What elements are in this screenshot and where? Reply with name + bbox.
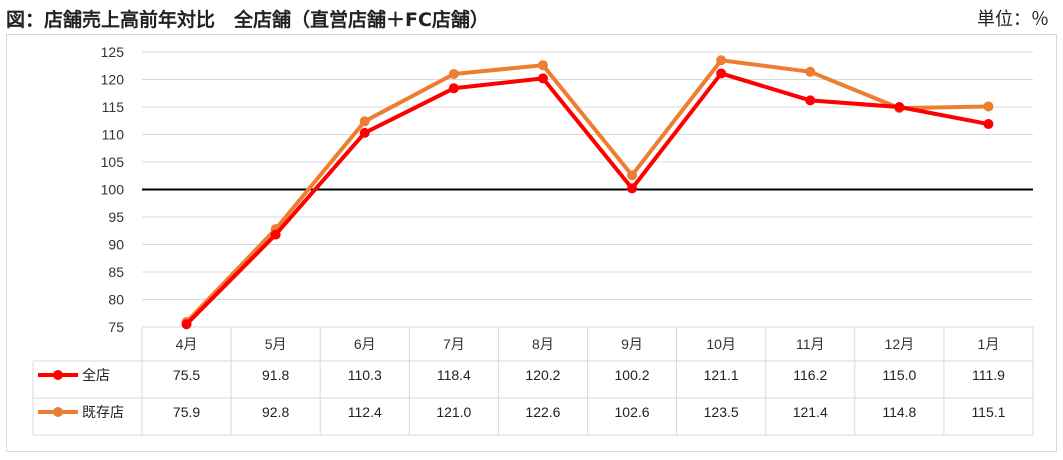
chart-frame <box>6 34 1057 452</box>
y-tick-label: 105 <box>101 154 125 170</box>
table-value: 121.1 <box>704 367 739 383</box>
x-tick-label: 4月 <box>176 336 198 352</box>
table-value: 115.1 <box>971 404 1005 420</box>
x-tick-label: 11月 <box>796 336 825 352</box>
table-value: 123.5 <box>704 404 739 420</box>
data-point <box>805 66 816 77</box>
table-value: 92.8 <box>262 404 289 420</box>
series-line-all-stores <box>184 71 991 327</box>
chart-title: 図：店舗売上高前年対比 全店舗（直営店舗＋FC店舗） <box>6 9 489 31</box>
x-tick-label: 1月 <box>978 336 1000 352</box>
x-tick-label: 9月 <box>621 336 643 352</box>
data-point <box>983 101 994 112</box>
table-value: 122.6 <box>525 404 560 420</box>
data-point <box>448 83 459 94</box>
data-point <box>448 69 459 79</box>
y-tick-label: 110 <box>102 127 125 143</box>
y-tick-label: 120 <box>101 72 125 88</box>
y-tick-label: 125 <box>101 44 125 60</box>
y-tick-label: 75 <box>108 319 124 335</box>
data-point <box>627 183 638 194</box>
legend-marker <box>53 407 63 417</box>
data-point <box>983 119 994 130</box>
series-name-label: 全店 <box>82 367 110 384</box>
table-value: 116.2 <box>793 367 827 383</box>
data-point <box>627 170 638 181</box>
table-value: 100.2 <box>615 367 650 383</box>
table-value: 120.2 <box>525 367 560 383</box>
data-point <box>359 127 370 138</box>
y-tick-label: 80 <box>108 292 124 308</box>
x-tick-label: 7月 <box>443 336 465 352</box>
table-value: 114.8 <box>882 404 916 420</box>
table-value: 75.5 <box>173 367 200 383</box>
table-value: 102.6 <box>615 404 650 420</box>
y-tick-label: 95 <box>108 209 124 225</box>
table-value: 115.0 <box>882 367 916 383</box>
unit-label: 単位：％ <box>977 9 1049 30</box>
data-point <box>537 60 548 71</box>
data-point <box>894 102 905 112</box>
table-value: 118.4 <box>437 367 471 383</box>
table-value: 91.8 <box>262 367 289 383</box>
data-point <box>270 229 281 240</box>
x-tick-label: 12月 <box>885 336 915 352</box>
table-value: 112.4 <box>348 404 382 420</box>
x-tick-label: 8月 <box>532 336 554 352</box>
table-value: 121.0 <box>436 404 471 420</box>
table-value: 75.9 <box>173 404 200 420</box>
y-tick-label: 100 <box>101 182 125 198</box>
x-tick-label: 6月 <box>354 336 376 352</box>
series-name-label: 既存店 <box>82 405 124 421</box>
table-value: 111.9 <box>972 367 1005 383</box>
data-point <box>537 73 548 84</box>
y-tick-label: 85 <box>108 264 124 280</box>
legend-marker <box>53 370 63 380</box>
table-value: 121.4 <box>793 404 828 420</box>
x-tick-label: 5月 <box>265 336 287 352</box>
y-tick-label: 90 <box>108 237 124 253</box>
data-point <box>716 55 727 66</box>
x-tick-label: 10月 <box>706 336 736 352</box>
data-point <box>716 68 727 79</box>
data-point <box>805 95 816 106</box>
y-tick-label: 115 <box>102 99 125 115</box>
data-point <box>359 116 370 127</box>
series-line-existing-stores <box>184 58 991 325</box>
data-point <box>181 319 192 330</box>
table-value: 110.3 <box>348 367 382 383</box>
